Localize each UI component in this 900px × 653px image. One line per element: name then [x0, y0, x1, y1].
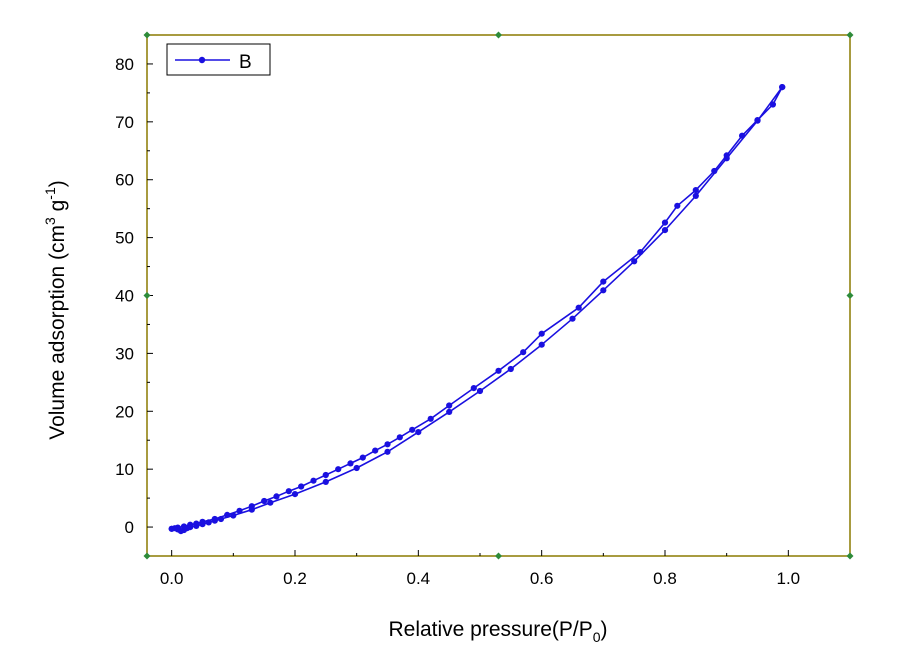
y-tick-label: 70 — [115, 113, 134, 132]
data-point — [396, 434, 403, 441]
frame-handle-icon — [143, 292, 151, 299]
legend-marker — [198, 56, 206, 64]
x-tick-label: 0.8 — [653, 569, 677, 588]
data-point — [285, 488, 292, 495]
data-point — [347, 460, 354, 467]
data-point — [187, 521, 194, 528]
data-point — [674, 202, 681, 209]
frame-handles — [143, 31, 854, 560]
x-axis-title-subscript: 0 — [593, 629, 601, 645]
frame-handle-icon — [846, 31, 854, 39]
y-axis-title: Volume adsorption (cm3 g-1) — [42, 180, 69, 440]
data-point — [520, 349, 527, 356]
data-point — [353, 464, 360, 472]
x-tick-label: 0.6 — [530, 569, 554, 588]
data-point — [335, 466, 342, 473]
data-point — [476, 387, 484, 395]
data-point — [507, 365, 514, 373]
data-point — [384, 448, 391, 455]
data-point — [739, 132, 746, 139]
data-point — [692, 187, 699, 194]
y-axis: 0 10 20 30 40 50 60 70 80 — [115, 55, 153, 537]
data-point — [538, 341, 545, 348]
frame-handle-icon — [143, 31, 151, 39]
x-tick-label: 0.2 — [283, 569, 307, 588]
data-point — [661, 227, 669, 234]
data-point — [180, 523, 188, 530]
data-point — [495, 367, 502, 374]
y-axis-title-sup2: -1 — [42, 187, 58, 200]
series-line-desorption — [171, 86, 783, 530]
data-point — [199, 518, 206, 525]
data-point — [174, 524, 181, 531]
data-point — [538, 330, 545, 337]
y-tick-label: 80 — [115, 55, 134, 74]
series-line-adsorption — [171, 86, 783, 532]
y-tick-label: 10 — [115, 460, 134, 479]
data-point — [409, 426, 416, 433]
frame-handle-icon — [143, 552, 151, 560]
data-point — [754, 117, 761, 124]
data-point — [637, 249, 644, 256]
data-point — [575, 304, 582, 311]
data-point — [310, 477, 317, 484]
data-point — [692, 192, 699, 199]
data-point — [291, 491, 299, 498]
plot-frame — [146, 34, 851, 557]
x-axis-title: Relative pressure(P/P0) — [388, 618, 607, 645]
data-point — [168, 525, 175, 532]
data-point — [322, 471, 329, 479]
data-point — [446, 402, 453, 409]
y-tick-label: 50 — [115, 229, 134, 248]
x-tick-label: 1.0 — [777, 569, 801, 588]
data-point — [600, 287, 607, 294]
data-point — [267, 499, 274, 506]
data-point — [211, 515, 218, 523]
x-tick-label: 0.0 — [160, 569, 184, 588]
data-point — [723, 152, 730, 159]
legend: B — [166, 43, 271, 76]
data-point — [711, 167, 718, 175]
data-point — [631, 258, 638, 265]
data-point — [273, 493, 280, 500]
x-axis: 0.0 0.2 0.4 0.6 0.8 1.0 — [160, 550, 800, 588]
data-point — [236, 507, 243, 514]
frame-handle-icon — [495, 552, 502, 560]
data-point — [248, 503, 255, 510]
data-point — [769, 101, 777, 108]
data-point — [446, 408, 453, 415]
y-axis-title-sup1: 3 — [42, 217, 58, 225]
data-point — [569, 315, 576, 322]
y-tick-label: 40 — [115, 287, 134, 306]
data-point — [779, 84, 786, 91]
data-point — [427, 415, 434, 422]
x-tick-label: 0.4 — [407, 569, 431, 588]
y-tick-label: 0 — [125, 518, 134, 537]
legend-label: B — [239, 52, 252, 73]
data-point — [322, 478, 329, 485]
data-point — [224, 511, 231, 518]
frame-handle-icon — [846, 292, 854, 299]
data-point — [415, 429, 422, 436]
data-point — [661, 219, 669, 226]
data-point — [261, 497, 268, 505]
data-point — [600, 278, 607, 285]
data-point — [298, 483, 305, 490]
y-tick-label: 60 — [115, 171, 134, 190]
series-layer — [168, 84, 786, 535]
data-point — [372, 447, 379, 454]
data-point — [384, 441, 391, 448]
frame-handle-icon — [846, 552, 854, 560]
y-tick-label: 20 — [115, 402, 134, 421]
frame-handle-icon — [495, 31, 502, 39]
data-point — [470, 385, 477, 392]
y-tick-label: 30 — [115, 344, 134, 363]
data-point — [359, 454, 366, 461]
data-point — [193, 520, 200, 527]
